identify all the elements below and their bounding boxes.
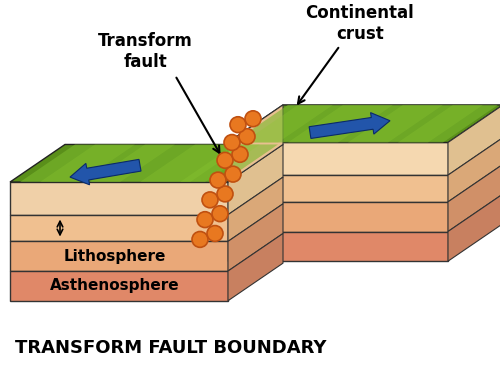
Polygon shape	[448, 105, 500, 175]
FancyArrow shape	[70, 159, 141, 185]
Polygon shape	[448, 164, 500, 231]
Circle shape	[192, 231, 208, 247]
Polygon shape	[10, 271, 228, 301]
Polygon shape	[228, 234, 283, 301]
Polygon shape	[228, 175, 448, 202]
Polygon shape	[398, 105, 483, 142]
Circle shape	[210, 172, 226, 188]
Circle shape	[232, 146, 248, 162]
Polygon shape	[90, 144, 175, 182]
Circle shape	[225, 166, 241, 182]
Polygon shape	[448, 138, 500, 202]
Polygon shape	[40, 144, 135, 182]
Polygon shape	[233, 105, 498, 142]
Polygon shape	[228, 144, 283, 215]
Polygon shape	[228, 105, 500, 142]
Text: Continental
crust: Continental crust	[306, 4, 414, 43]
Circle shape	[217, 152, 233, 168]
Polygon shape	[228, 204, 283, 271]
Polygon shape	[10, 182, 228, 215]
Polygon shape	[448, 194, 500, 261]
Polygon shape	[228, 177, 283, 241]
Polygon shape	[228, 142, 448, 175]
Polygon shape	[10, 144, 283, 182]
Text: Transform
fault: Transform fault	[98, 32, 192, 71]
Circle shape	[245, 111, 261, 127]
Polygon shape	[348, 105, 443, 142]
Polygon shape	[140, 144, 245, 182]
Polygon shape	[243, 105, 333, 142]
Circle shape	[212, 206, 228, 222]
Polygon shape	[10, 241, 228, 271]
Text: Asthenosphere: Asthenosphere	[50, 279, 180, 293]
Circle shape	[217, 186, 233, 202]
Circle shape	[230, 117, 246, 132]
Circle shape	[224, 135, 240, 151]
Circle shape	[202, 192, 218, 208]
Polygon shape	[20, 144, 278, 182]
Text: Lithosphere: Lithosphere	[64, 249, 166, 264]
Polygon shape	[228, 231, 448, 261]
Circle shape	[207, 225, 223, 241]
Polygon shape	[228, 105, 283, 182]
Polygon shape	[288, 105, 393, 142]
Polygon shape	[228, 202, 448, 231]
Polygon shape	[180, 144, 260, 182]
Circle shape	[197, 212, 213, 228]
Polygon shape	[10, 215, 228, 241]
FancyArrow shape	[309, 113, 390, 138]
Circle shape	[239, 129, 255, 144]
Text: TRANSFORM FAULT BOUNDARY: TRANSFORM FAULT BOUNDARY	[15, 339, 326, 357]
